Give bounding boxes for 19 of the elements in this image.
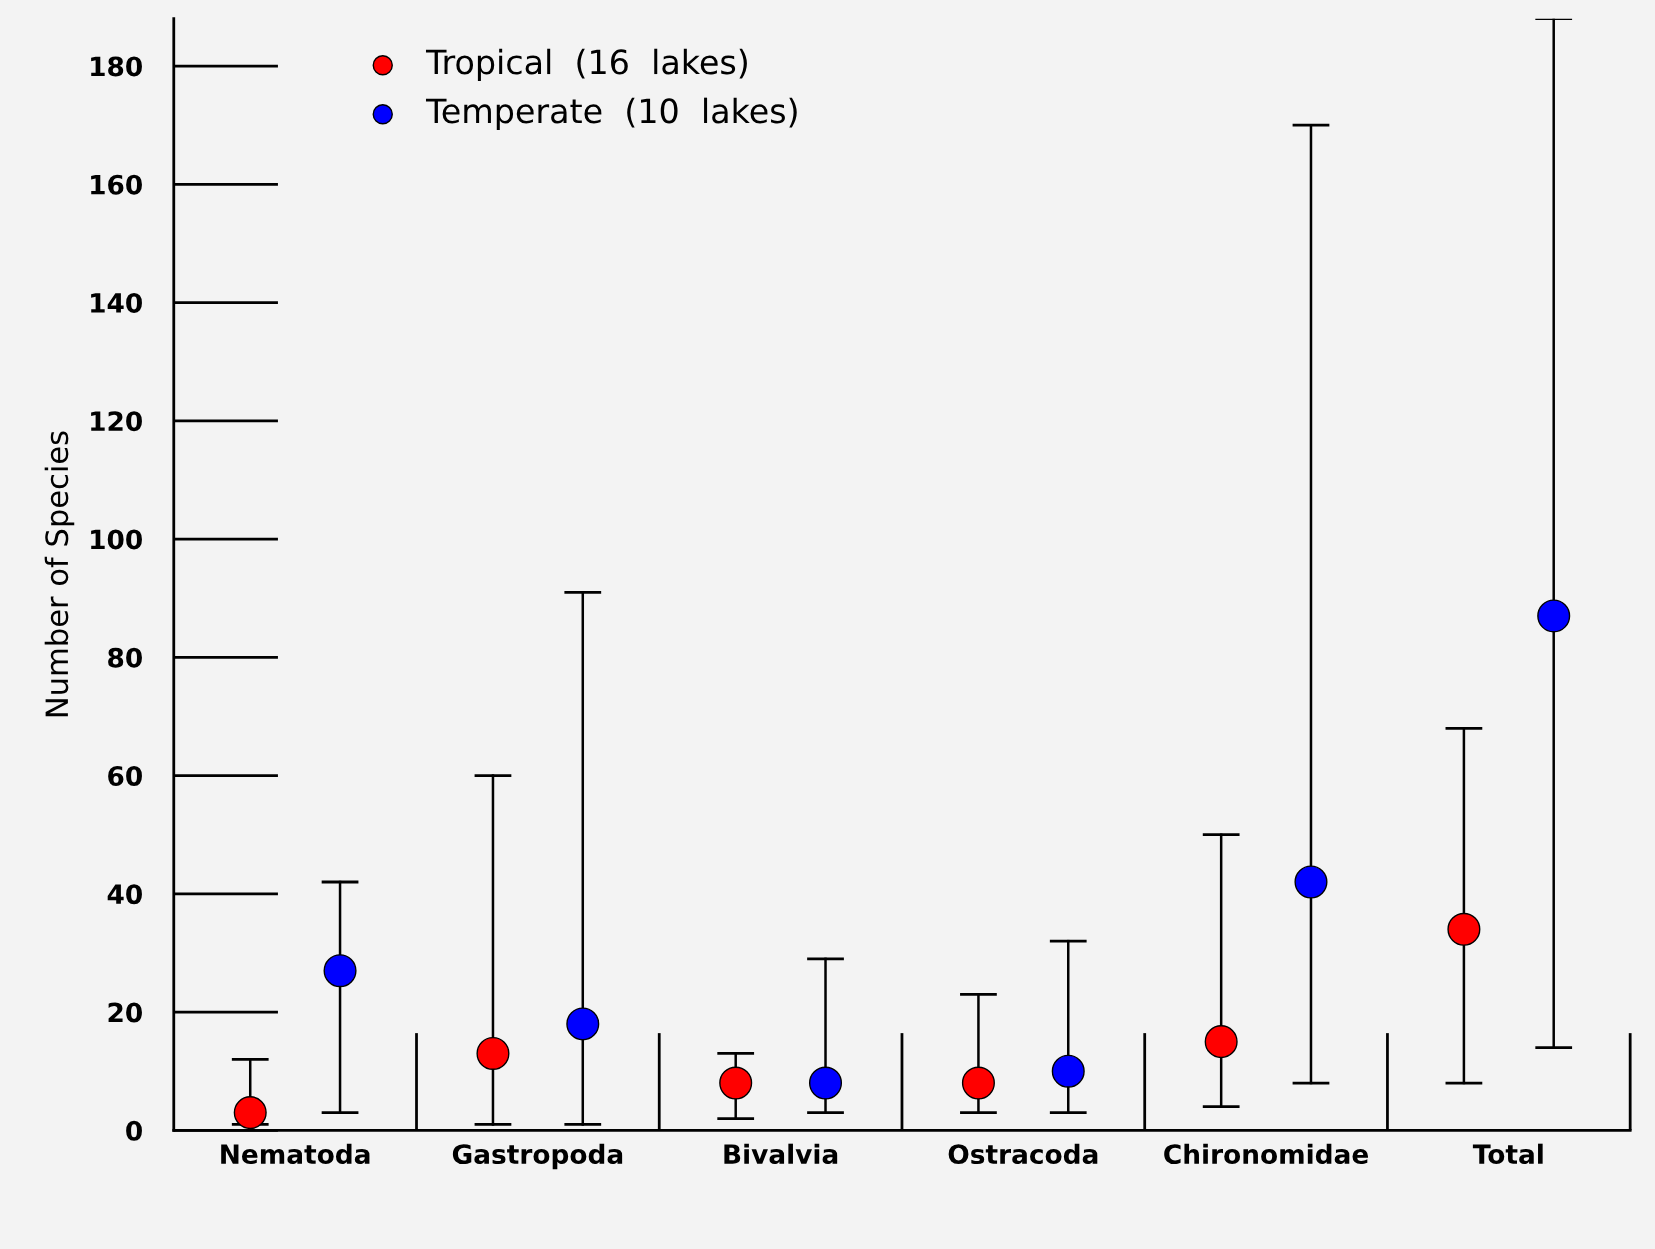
legend-label: Temperate (10 lakes) [425,97,797,130]
x-tick-label: Chironomidae [1164,1143,1368,1165]
x-tick-label: Gastropoda [452,1143,623,1170]
y-tick-label: 180 [91,56,142,77]
x-tick-label: Total [1472,1143,1543,1165]
y-axis-title: Number of Species [44,431,75,717]
y-tick-label: 120 [91,411,142,432]
y-tick-label: 80 [108,647,142,668]
y-tick-label: 0 [126,1120,142,1141]
x-tick-label: Nematoda [221,1143,370,1165]
y-tick-label: 40 [107,884,142,905]
y-tick-label: 100 [91,529,142,550]
y-tick-label: 140 [91,292,142,313]
y-tick-label: 20 [108,1002,142,1023]
y-tick-label: 160 [91,174,142,195]
y-tick-label: 60 [108,766,142,786]
legend-label: Tropical (16 lakes) [425,48,747,81]
x-tick-label: Bivalvia [724,1143,838,1165]
x-tick-label: Ostracoda [948,1143,1098,1165]
